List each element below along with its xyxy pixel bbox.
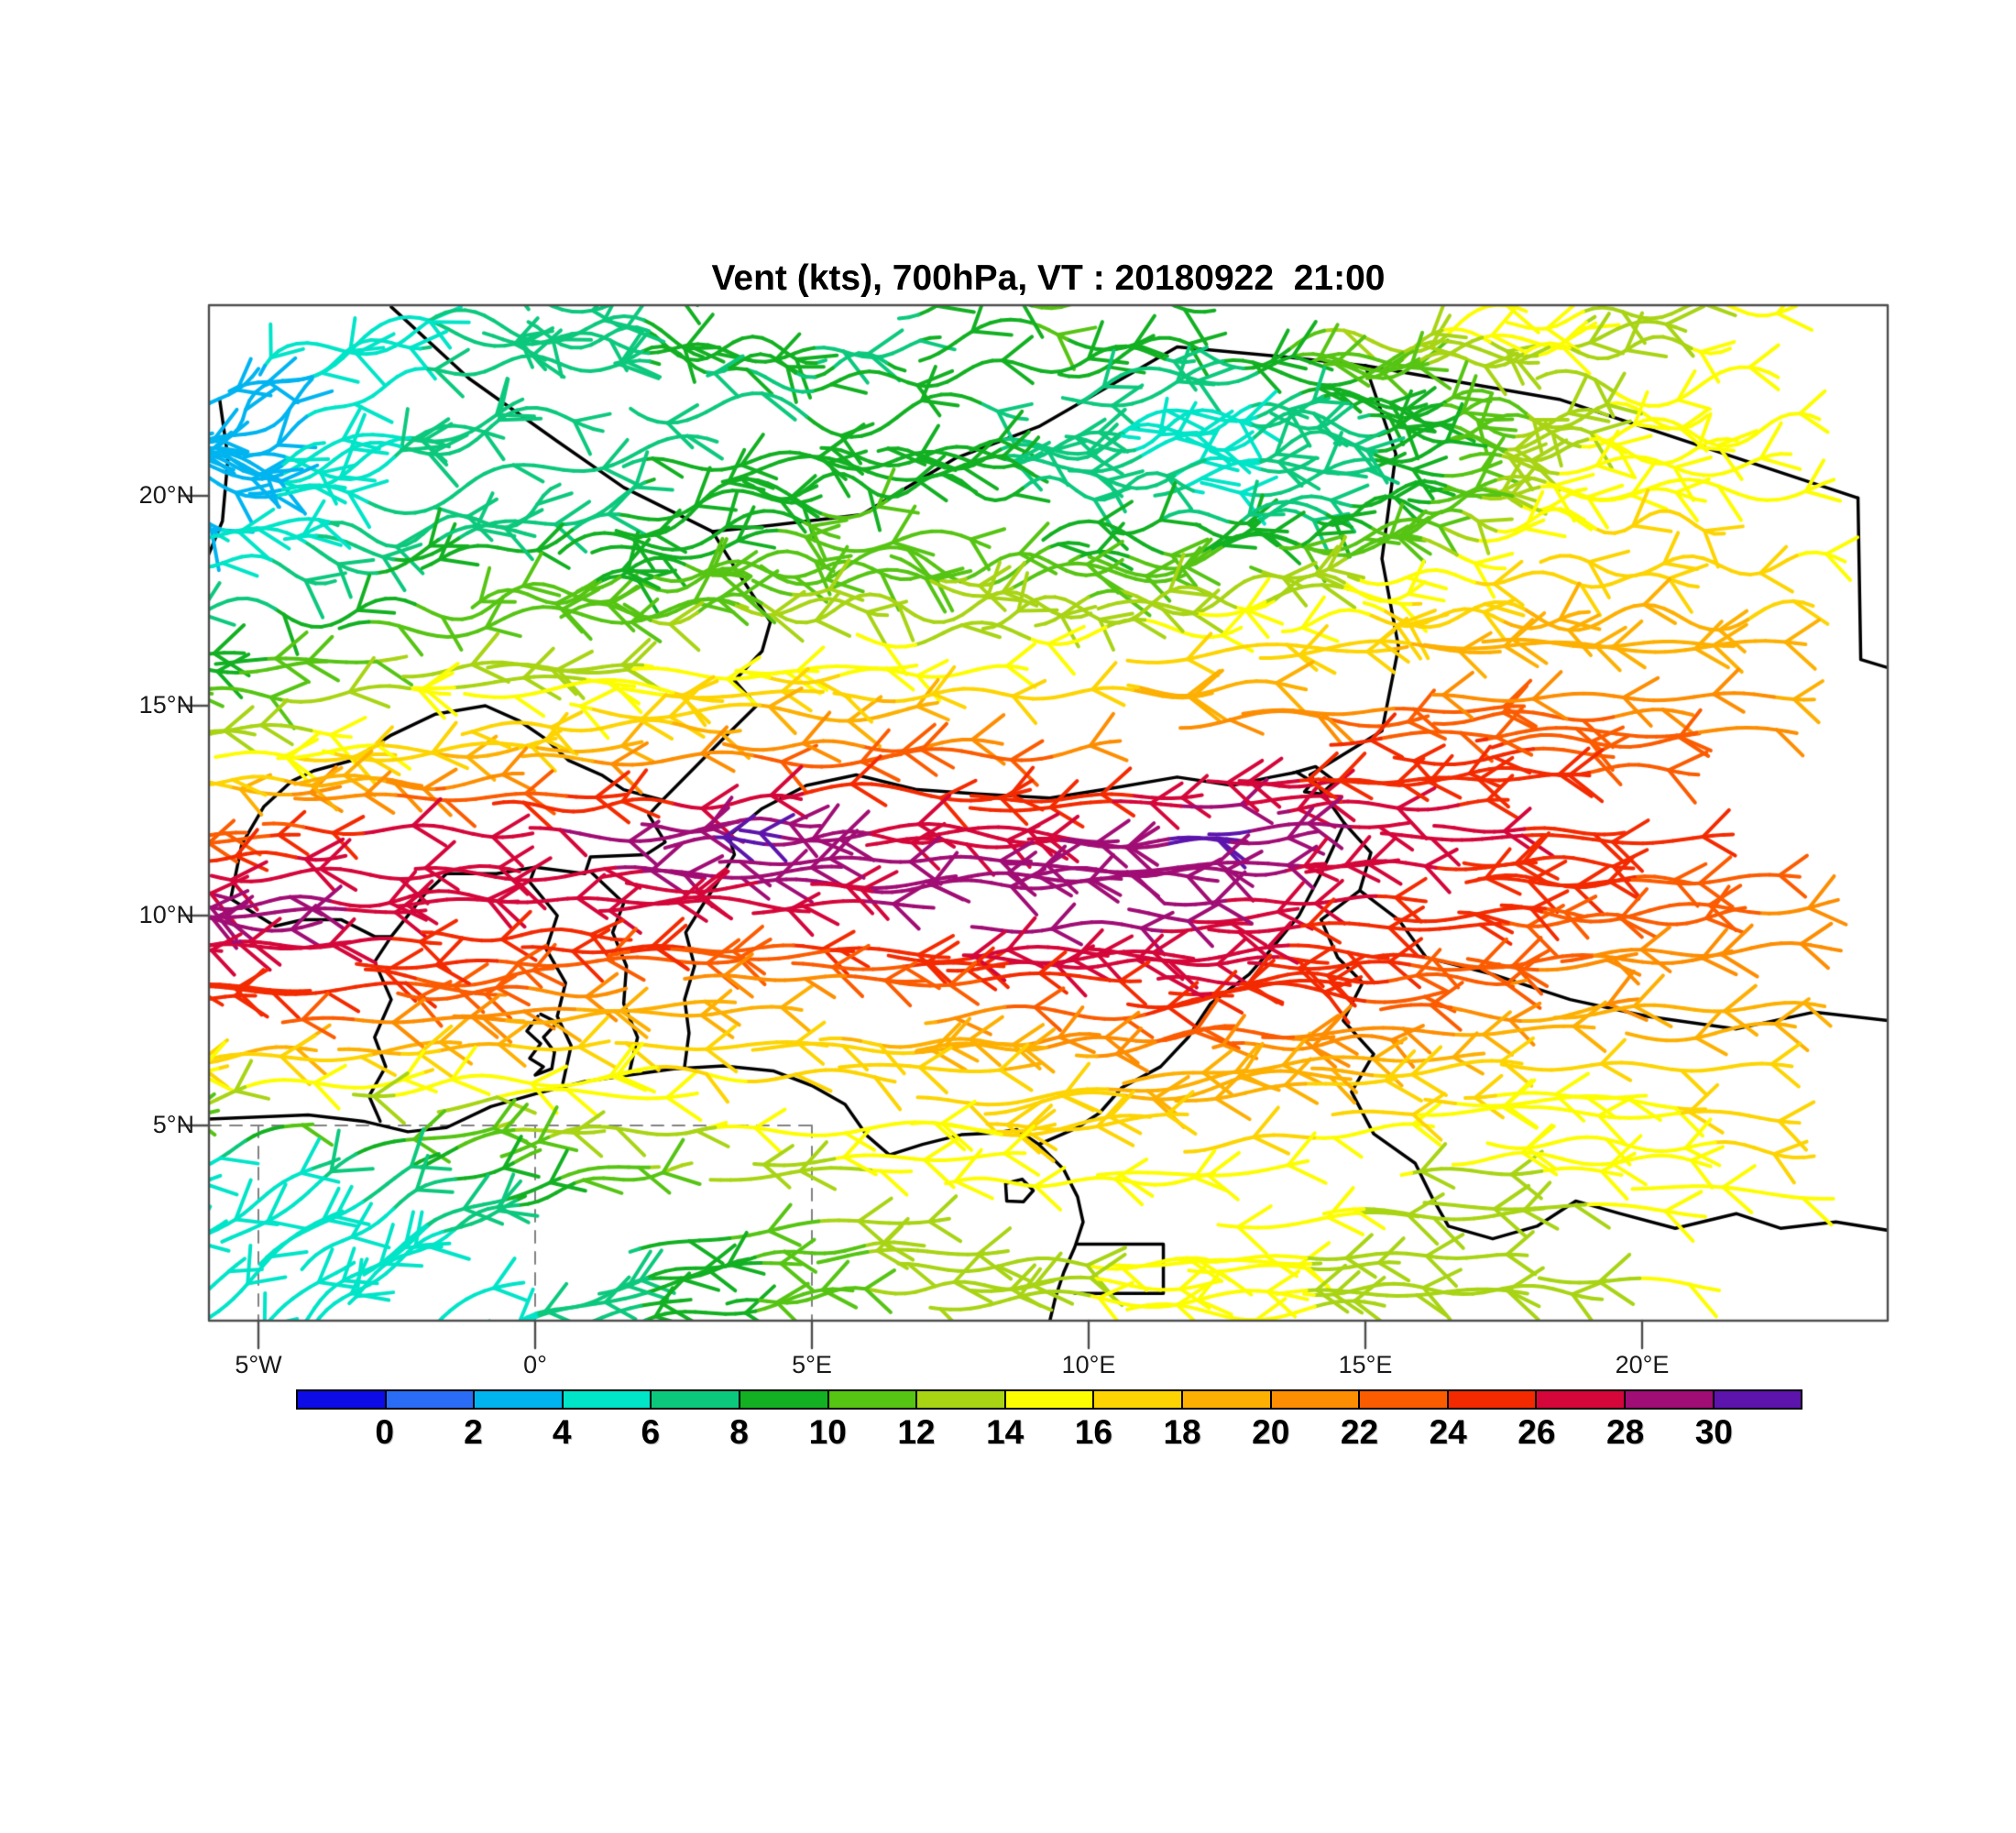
colorbar-cell	[650, 1391, 739, 1408]
colorbar-tick-value: 22	[1340, 1413, 1379, 1451]
y-axis-tick-label: 15°N	[138, 691, 194, 719]
colorbar-tick-value: 8	[729, 1413, 749, 1451]
wind-speed-colorbar	[296, 1389, 1802, 1410]
colorbar-tick-value: 0	[375, 1413, 394, 1451]
colorbar-tick-value: 26	[1517, 1413, 1556, 1451]
y-axis-tick-label: 10°N	[138, 901, 194, 928]
y-axis-tick-label: 20°N	[138, 481, 194, 509]
colorbar-cell	[915, 1391, 1004, 1408]
colorbar-tick-value: 12	[897, 1413, 936, 1451]
colorbar-cell	[473, 1391, 562, 1408]
colorbar-cell	[1358, 1391, 1447, 1408]
colorbar-tick-value: 10	[808, 1413, 847, 1451]
colorbar-tick-value: 4	[552, 1413, 572, 1451]
x-axis-tick-label: 5°E	[792, 1351, 832, 1378]
colorbar-cell	[1092, 1391, 1181, 1408]
colorbar-tick-value: 6	[641, 1413, 661, 1451]
colorbar-cell	[1003, 1391, 1093, 1408]
colorbar-cell	[384, 1391, 474, 1408]
x-axis-tick-label: 5°W	[235, 1351, 282, 1378]
x-axis-tick-label: 10°E	[1061, 1351, 1116, 1378]
colorbar-tick-value: 24	[1429, 1413, 1467, 1451]
colorbar-tick-value: 30	[1694, 1413, 1733, 1451]
colorbar-tick-value: 14	[986, 1413, 1024, 1451]
colorbar-cell	[1269, 1391, 1359, 1408]
y-axis-tick-label: 5°N	[152, 1111, 194, 1138]
colorbar-tick-labels: 0 2 4 6 8 10 12 14 16 18 20 22 24 26 28 30	[296, 1413, 1802, 1457]
colorbar-cell	[1623, 1391, 1713, 1408]
x-axis-tick-label: 0°	[523, 1351, 547, 1378]
colorbar-cell	[298, 1391, 385, 1408]
x-axis-tick-label: 15°E	[1338, 1351, 1393, 1378]
colorbar-tick-value: 18	[1163, 1413, 1201, 1451]
colorbar-cell	[1180, 1391, 1270, 1408]
colorbar-tick-value: 28	[1606, 1413, 1645, 1451]
colorbar-cell	[1446, 1391, 1536, 1408]
colorbar-cell	[1535, 1391, 1624, 1408]
colorbar-cell	[561, 1391, 651, 1408]
colorbar-tick-value: 2	[464, 1413, 483, 1451]
colorbar-tick-value: 16	[1074, 1413, 1112, 1451]
colorbar-tick-value: 20	[1252, 1413, 1290, 1451]
colorbar-cell	[738, 1391, 827, 1408]
colorbar-cell	[827, 1391, 916, 1408]
chart-title: Vent (kts), 700hPa, VT : 20180922 21:00	[711, 258, 1386, 298]
x-axis-tick-label: 20°E	[1615, 1351, 1670, 1378]
colorbar-cell	[1712, 1391, 1802, 1408]
